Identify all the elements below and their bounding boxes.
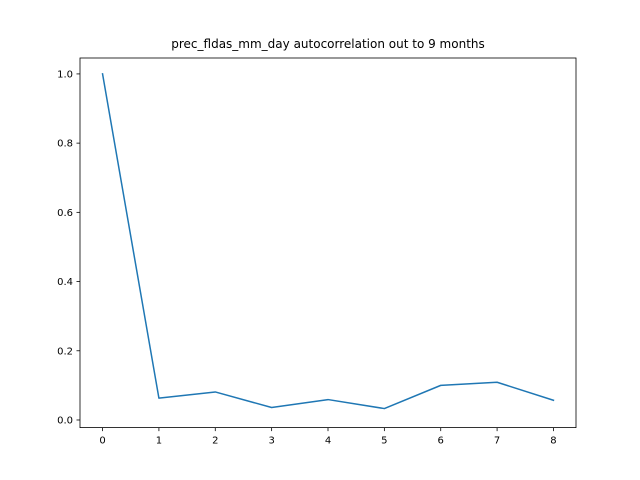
x-tick-label: 2 [212,436,218,447]
x-axis: 0 1 2 3 4 5 6 7 8 [99,427,557,447]
y-tick-label: 0.4 [57,277,73,288]
x-tick-label: 7 [494,436,500,447]
series-line-0 [101,73,555,410]
x-tick-label: 8 [550,436,556,447]
chart-title: prec_fldas_mm_day autocorrelation out to… [171,37,485,51]
y-tick-label: 1.0 [57,70,73,81]
x-tick-label: 3 [268,436,274,447]
y-tick-label: 0.2 [57,346,73,357]
x-tick-label: 5 [381,436,387,447]
x-tick-label: 6 [438,436,444,447]
x-tick-label: 1 [156,436,162,447]
x-tick-label: 0 [99,436,105,447]
y-axis: 0.0 0.2 0.4 0.6 0.8 1.0 [57,70,80,427]
series-layer [101,73,555,410]
y-tick-label: 0.6 [57,208,73,219]
x-tick-label: 4 [325,436,331,447]
y-tick-label: 0.0 [57,416,73,427]
y-tick-label: 0.8 [57,139,73,150]
